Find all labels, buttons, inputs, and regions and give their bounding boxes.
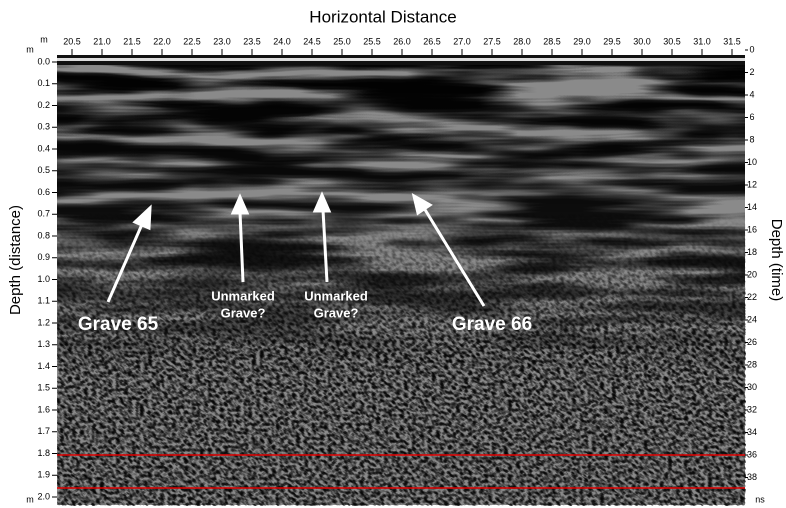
right-unit: ns [755,494,765,504]
x-tick-label: 29.0 [573,36,591,46]
left-tick-label: 0.7 [37,209,50,219]
left-tick-label: 2.0 [37,491,50,501]
right-tick-label: 0 [749,44,754,54]
right-tick-label: 12 [747,179,757,189]
right-tick-label: 8 [749,134,754,144]
x-tick-label: 21.5 [123,36,141,46]
left-tick-label: 0.8 [37,230,50,240]
annotation: Grave? [221,305,266,320]
left-tick-label: 0.4 [37,143,50,153]
left-tick-label: 1.6 [37,404,50,414]
left-tick-label: 1.3 [37,339,50,349]
right-tick-label: 2 [749,67,754,77]
annotations: Grave 65 Unmarked Grave? Unmarked Grave? Grav… [78,288,532,335]
x-tick-label: 24.5 [303,36,321,46]
right-tick-label: 14 [747,202,757,212]
left-tick-label: 1.1 [37,296,50,306]
x-tick-label: 25.0 [333,36,351,46]
x-tick-label: 26.5 [423,36,441,46]
x-tick-label: 22.5 [183,36,201,46]
x-tick-label: 28.0 [513,36,531,46]
right-tick-label: 32 [747,404,757,414]
annotation: Grave 66 [452,314,532,335]
right-label: Depth (time) [768,219,785,302]
right-tick-label: 36 [747,449,757,459]
annotation: Grave? [314,305,359,320]
right-tick-label: 30 [747,382,757,392]
x-tick-label: 20.5 [63,36,81,46]
x-tick-label: 21.0 [93,36,111,46]
title: Horizontal Distance [309,7,456,26]
annotation: Unmarked [304,288,368,303]
x-tick-label: 29.5 [603,36,621,46]
x-tick-label: 27.0 [453,36,471,46]
left-tick-label: 1.2 [37,317,50,327]
left-unit-bottom: m [26,494,34,504]
x-tick-label: 26.0 [393,36,411,46]
right-tick-label: 4 [749,89,754,99]
x-tick-label: 30.0 [633,36,651,46]
left-tick-label: 0.1 [37,78,50,88]
right-tick-label: 22 [747,292,757,302]
x-tick-label: 30.5 [663,36,681,46]
annotation: Unmarked [211,288,275,303]
left-tick-label: 0.0 [37,56,50,66]
radargram [57,55,746,508]
right-tick-label: 6 [749,112,754,122]
left-tick-label: 1.8 [37,448,50,458]
x-tick-label: 25.5 [363,36,381,46]
annotation: Grave 65 [78,314,159,335]
left-tick-label: 1.5 [37,383,50,393]
right-tick-label: 24 [747,314,757,324]
x-tick-label: 28.5 [543,36,561,46]
left-tick-label: 0.9 [37,252,50,262]
left-tick-label: 1.7 [37,426,50,436]
left-label: Depth (distance) [7,205,24,315]
right-tick-label: 28 [747,359,757,369]
left-tick-label: 0.2 [37,100,50,110]
arrows [106,191,486,307]
left-tick-label: 1.9 [37,470,50,480]
left-tick-label: 0.5 [37,165,50,175]
x-tick-label: 23.5 [243,36,261,46]
left-tick-label: 1.0 [37,274,50,284]
right-tick-label: 26 [747,337,757,347]
right-tick-label: 20 [747,269,757,279]
left-tick-label: 0.6 [37,187,50,197]
right-tick-label: 38 [747,472,757,482]
left-tick-label: 1.4 [37,361,50,371]
x-tick-label: 27.5 [483,36,501,46]
x-tick-label: 22.0 [153,36,171,46]
right-tick-label: 18 [747,247,757,257]
x-tick-label: 31.0 [693,36,711,46]
right-tick-label: 34 [747,427,757,437]
left-unit-top: m [26,44,34,54]
x-tick-label: 24.0 [273,36,291,46]
right-tick-label: 16 [747,224,757,234]
x-tick-label: 31.5 [723,36,741,46]
x-tick-label: 23.0 [213,36,231,46]
x-unit: m [40,34,48,44]
left-tick-label: 0.3 [37,122,50,132]
right-tick-label: 10 [747,157,757,167]
